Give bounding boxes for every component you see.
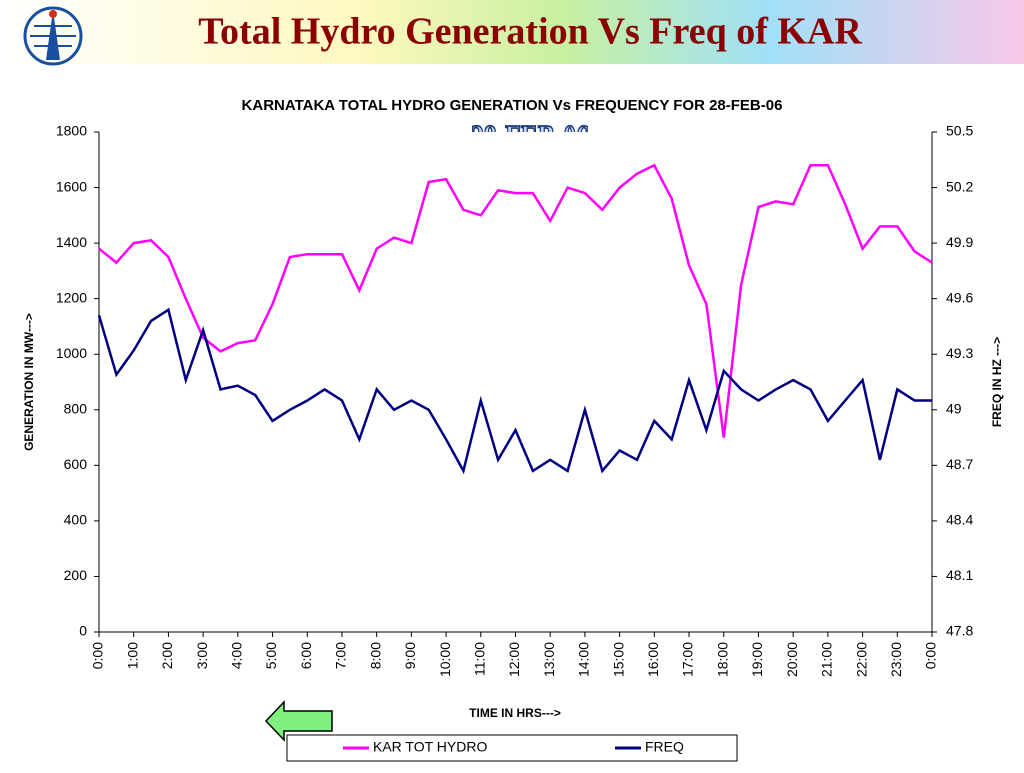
slide-title: Total Hydro Generation Vs Freq of KAR <box>198 11 862 53</box>
x-tick-label: 12:00 <box>506 642 522 677</box>
x-tick-label: 8:00 <box>367 642 383 669</box>
chart-title: KARNATAKA TOTAL HYDRO GENERATION Vs FREQ… <box>242 97 783 114</box>
back-arrow[interactable] <box>264 700 333 742</box>
y2-tick-label: 49.6 <box>946 289 973 305</box>
y-tick-label: 800 <box>64 400 88 416</box>
x-tick-label: 17:00 <box>680 642 696 677</box>
y-tick-label: 600 <box>64 456 88 472</box>
legend-label: KAR TOT HYDRO <box>373 739 487 755</box>
x-tick-label: 5:00 <box>263 642 279 669</box>
x-tick-label: 0:00 <box>923 642 939 669</box>
y2-tick-label: 49.3 <box>946 345 973 361</box>
x-tick-label: 2:00 <box>159 642 175 669</box>
x-axis-label: TIME IN HRS---> <box>469 706 561 720</box>
y2-tick-label: 48.4 <box>946 512 973 528</box>
y2-tick-label: 49.9 <box>946 234 973 250</box>
y-tick-label: 1200 <box>56 289 87 305</box>
x-tick-label: 6:00 <box>298 642 314 669</box>
y-axis-label: GENERATION IN MW---> <box>22 313 36 451</box>
x-tick-label: 9:00 <box>402 642 418 669</box>
x-tick-label: 7:00 <box>333 642 349 669</box>
x-tick-label: 21:00 <box>819 642 835 677</box>
x-tick-label: 20:00 <box>784 642 800 677</box>
y2-axis-label: FREQ IN HZ ---> <box>990 337 1004 427</box>
x-tick-label: 11:00 <box>471 642 487 676</box>
y-tick-label: 200 <box>64 567 88 583</box>
x-tick-label: 13:00 <box>541 642 557 677</box>
x-tick-label: 22:00 <box>853 642 869 677</box>
x-tick-label: 18:00 <box>714 642 730 677</box>
y-tick-label: 1000 <box>56 345 87 361</box>
legend-box <box>286 734 738 762</box>
y2-tick-label: 50.2 <box>946 178 973 194</box>
y-tick-label: 400 <box>64 512 88 528</box>
plot-area <box>99 132 932 632</box>
y-tick-label: 1600 <box>56 178 87 194</box>
y-tick-label: 1800 <box>56 123 87 139</box>
x-tick-label: 16:00 <box>645 642 661 677</box>
y-tick-label: 1400 <box>56 234 87 250</box>
logo <box>23 6 83 66</box>
y2-tick-label: 48.1 <box>946 567 973 583</box>
y2-tick-label: 50.5 <box>946 123 973 139</box>
x-tick-label: 23:00 <box>888 642 904 677</box>
x-tick-label: 14:00 <box>576 642 592 677</box>
header-band <box>0 0 1024 64</box>
x-tick-label: 1:00 <box>124 642 140 669</box>
y2-tick-label: 47.8 <box>946 623 973 639</box>
x-tick-label: 0:00 <box>90 642 106 669</box>
series-line <box>97 307 932 475</box>
x-tick-label: 15:00 <box>610 642 626 677</box>
series-line <box>98 163 933 438</box>
y2-tick-label: 49 <box>946 400 962 416</box>
x-tick-label: 10:00 <box>437 642 453 677</box>
y2-tick-label: 48.7 <box>946 456 973 472</box>
x-tick-label: 4:00 <box>229 642 245 669</box>
x-tick-label: 19:00 <box>749 642 765 677</box>
x-tick-label: 3:00 <box>194 642 210 669</box>
legend-label: FREQ <box>645 739 684 755</box>
y-tick-label: 0 <box>79 623 87 639</box>
